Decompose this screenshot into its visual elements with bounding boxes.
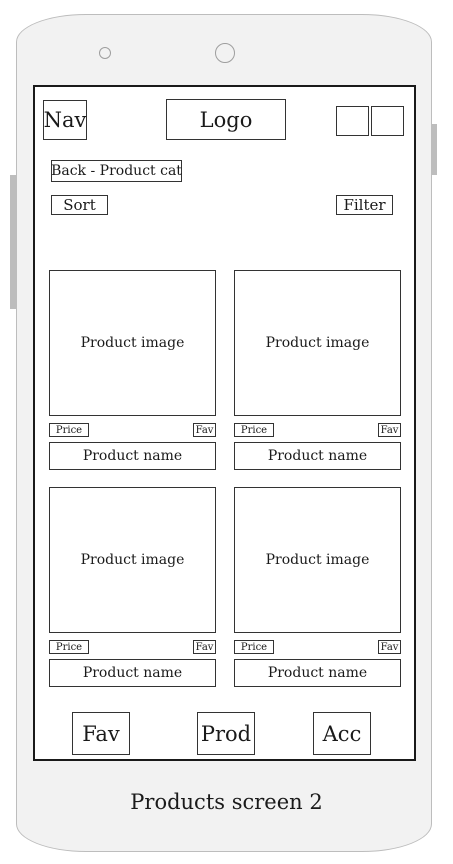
sort-button[interactable]: Sort <box>51 195 108 215</box>
nav-button[interactable]: Nav <box>43 100 87 140</box>
camera-icon <box>215 43 235 63</box>
product-image[interactable]: Product image <box>49 487 216 633</box>
logo: Logo <box>166 99 286 140</box>
product-fav-button[interactable]: Fav <box>378 423 401 437</box>
sensor-icon <box>99 47 111 59</box>
power-button <box>431 124 437 175</box>
tab-prod[interactable]: Prod <box>197 712 255 755</box>
product-price: Price <box>234 640 274 654</box>
filter-button[interactable]: Filter <box>336 195 393 215</box>
tab-fav[interactable]: Fav <box>72 712 130 755</box>
product-image[interactable]: Product image <box>234 487 401 633</box>
product-fav-button[interactable]: Fav <box>378 640 401 654</box>
product-name[interactable]: Product name <box>49 442 216 470</box>
product-price: Price <box>49 423 89 437</box>
back-button[interactable]: Back - Product cat <box>51 160 182 182</box>
product-price: Price <box>234 423 274 437</box>
product-fav-button[interactable]: Fav <box>193 423 216 437</box>
product-image[interactable]: Product image <box>49 270 216 416</box>
screen-caption: Products screen 2 <box>130 790 323 814</box>
product-name[interactable]: Product name <box>49 659 216 687</box>
product-price: Price <box>49 640 89 654</box>
product-name[interactable]: Product name <box>234 659 401 687</box>
header-icon-placeholder[interactable] <box>371 106 404 136</box>
product-fav-button[interactable]: Fav <box>193 640 216 654</box>
product-name[interactable]: Product name <box>234 442 401 470</box>
tab-acc[interactable]: Acc <box>313 712 371 755</box>
volume-button <box>10 175 16 309</box>
product-image[interactable]: Product image <box>234 270 401 416</box>
header-icon-placeholder[interactable] <box>336 106 369 136</box>
